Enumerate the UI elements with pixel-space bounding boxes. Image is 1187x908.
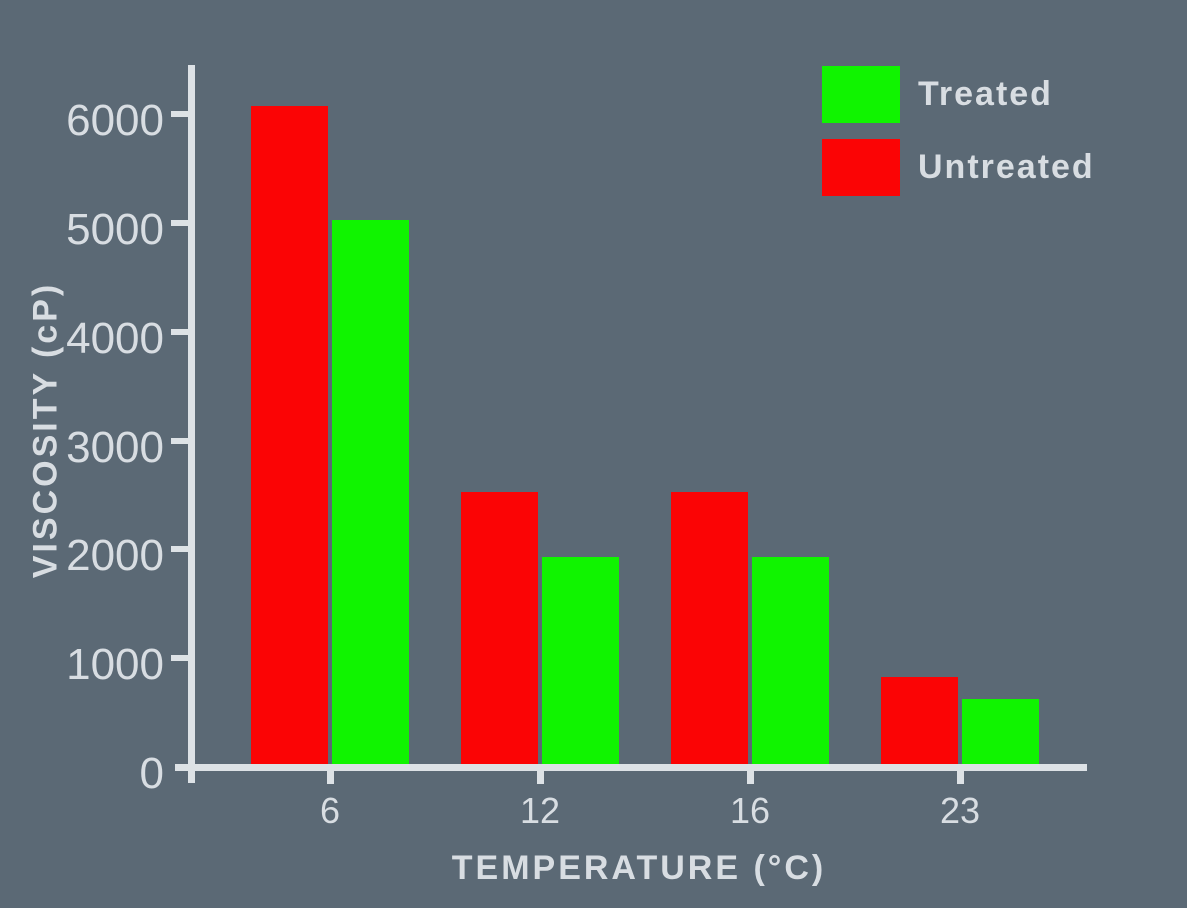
bar-untreated-6 bbox=[251, 106, 328, 764]
x-tick-6 bbox=[326, 764, 334, 784]
x-tick-23 bbox=[956, 764, 964, 784]
x-tick-label-6: 6 bbox=[319, 790, 341, 831]
y-tick-label-6000: 6000 bbox=[66, 96, 164, 146]
untreated-swatch bbox=[822, 139, 900, 196]
bar-treated-16 bbox=[752, 557, 829, 764]
treated-swatch bbox=[822, 66, 900, 123]
x-tick-label-16: 16 bbox=[729, 790, 771, 831]
x-axis-title: TEMPERATURE (°C) bbox=[451, 849, 827, 887]
x-tick-12 bbox=[536, 764, 544, 784]
y-tick-6000 bbox=[171, 111, 191, 118]
y-tick-2000 bbox=[171, 546, 191, 553]
y-tick-label-0: 0 bbox=[139, 749, 164, 798]
y-tick-5000 bbox=[171, 220, 191, 226]
y-tick-1000 bbox=[171, 655, 191, 662]
y-tick-label-5000: 5000 bbox=[66, 205, 164, 254]
bar-treated-12 bbox=[542, 557, 619, 764]
bar-treated-6 bbox=[332, 220, 409, 764]
y-tick-label-4000: 4000 bbox=[66, 313, 164, 363]
bar-treated-23 bbox=[962, 699, 1039, 764]
y-tick-label-2000: 2000 bbox=[66, 531, 164, 581]
x-tick-label-23: 23 bbox=[939, 790, 981, 831]
y-tick-label-1000: 1000 bbox=[66, 640, 164, 690]
y-tick-4000 bbox=[171, 328, 191, 335]
treated-legend-label: Treated bbox=[918, 75, 1053, 113]
bar-untreated-12 bbox=[461, 492, 538, 764]
x-tick-label-12: 12 bbox=[519, 790, 561, 831]
bar-untreated-16 bbox=[671, 492, 748, 764]
y-tick-3000 bbox=[171, 437, 191, 444]
y-tick-label-3000: 3000 bbox=[66, 422, 164, 472]
untreated-legend-label: Untreated bbox=[918, 148, 1095, 186]
x-axis-line bbox=[175, 764, 1087, 771]
bar-untreated-23 bbox=[881, 677, 958, 764]
y-axis-line bbox=[188, 65, 195, 783]
x-tick-16 bbox=[746, 764, 754, 784]
